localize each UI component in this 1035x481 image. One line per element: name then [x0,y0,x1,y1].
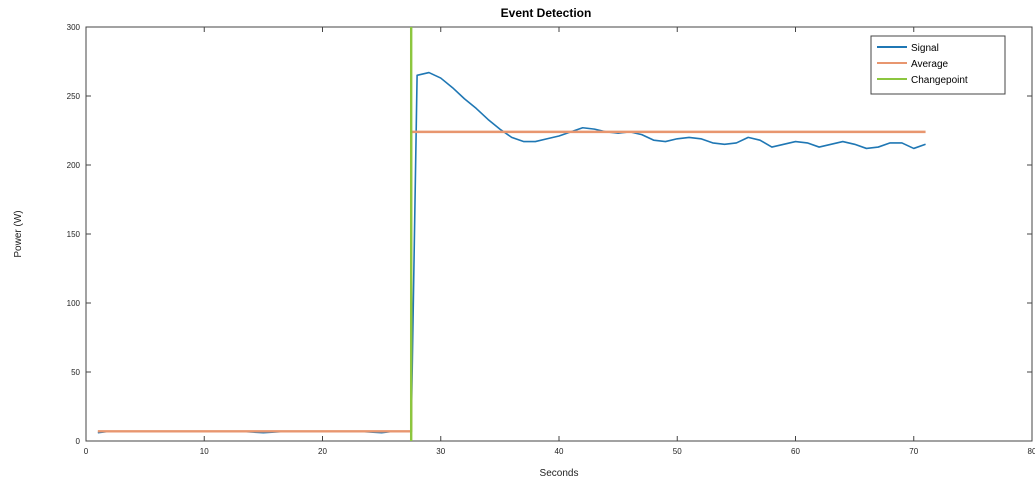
y-tick-label: 50 [71,368,80,377]
x-tick-label: 70 [909,447,918,456]
legend-label-signal: Signal [911,43,939,54]
x-tick-label: 40 [555,447,564,456]
x-ticks: 0 10 20 30 40 50 60 70 80 [84,27,1035,456]
y-ticks: 0 50 100 150 200 250 300 [67,23,1032,446]
y-tick-label: 200 [67,161,81,170]
plot-area [85,26,1033,442]
chart-title: Event Detection [501,6,592,20]
x-tick-label: 20 [318,447,327,456]
y-tick-label: 150 [67,230,81,239]
x-tick-label: 30 [436,447,445,456]
x-tick-label: 10 [200,447,209,456]
x-tick-label: 0 [84,447,89,456]
y-axis-label: Power (W) [13,210,24,257]
x-tick-label: 50 [673,447,682,456]
y-tick-label: 250 [67,92,81,101]
y-tick-label: 300 [67,23,81,32]
legend-box [870,35,1006,95]
y-tick-label: 0 [76,437,81,446]
x-axis-label: Seconds [540,468,579,479]
legend-label-changepoint: Changepoint [911,75,968,86]
legend-label-average: Average [911,59,949,70]
series-layer [97,27,926,441]
y-tick-label: 100 [67,299,81,308]
x-tick-label: 60 [791,447,800,456]
x-tick-label: 80 [1028,447,1035,456]
legend: Signal Average Changepoint [870,35,1006,95]
